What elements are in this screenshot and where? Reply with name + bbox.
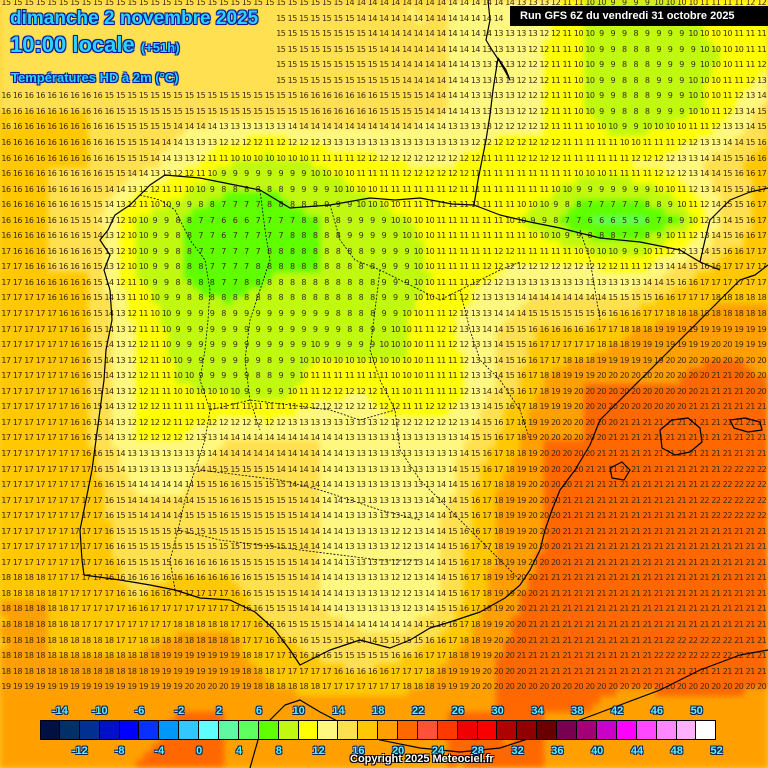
forecast-lead-time: (+51h) (141, 40, 180, 55)
legend-label-top: 46 (651, 705, 663, 717)
legend-swatch (79, 720, 100, 740)
legend-swatch (219, 720, 239, 740)
legend-label-bottom: 32 (511, 745, 523, 757)
legend-label-top: 18 (372, 705, 384, 717)
legend-swatch (258, 720, 279, 740)
legend-label-top: 50 (691, 705, 703, 717)
color-legend (40, 720, 717, 740)
legend-swatch (318, 720, 339, 740)
legend-label-bottom: 28 (472, 745, 484, 757)
legend-label-top: 6 (256, 705, 262, 717)
product-title: Températures HD à 2m (°C) (11, 70, 179, 85)
legend-swatch (119, 720, 140, 740)
forecast-time: 10:00 locale (+51h) (10, 32, 180, 58)
legend-swatch (497, 720, 518, 740)
legend-swatch (338, 720, 359, 740)
legend-label-top: 34 (531, 705, 543, 717)
legend-swatch (537, 720, 558, 740)
legend-label-bottom: 52 (710, 745, 722, 757)
legend-swatch (616, 720, 637, 740)
legend-swatch (59, 720, 80, 740)
legend-label-bottom: 24 (432, 745, 444, 757)
legend-swatch (656, 720, 677, 740)
legend-label-top: 42 (611, 705, 623, 717)
legend-swatch (676, 720, 697, 740)
legend-label-top: -6 (135, 705, 145, 717)
run-label: Run GFS 6Z du vendredi 31 octobre 2025 (510, 6, 768, 26)
legend-swatch (457, 720, 478, 740)
legend-label-top: 26 (452, 705, 464, 717)
legend-swatch (298, 720, 319, 740)
legend-swatch (577, 720, 597, 740)
legend-swatch (696, 720, 717, 740)
forecast-local-time: 10:00 locale (10, 32, 135, 57)
legend-swatch (278, 720, 299, 740)
forecast-date: dimanche 2 novembre 2025 (10, 8, 258, 30)
legend-swatch (179, 720, 200, 740)
legend-swatch (636, 720, 657, 740)
legend-swatch (417, 720, 438, 740)
legend-swatch (517, 720, 538, 740)
legend-swatch (40, 720, 60, 740)
legend-label-top: 14 (332, 705, 344, 717)
legend-label-bottom: 16 (352, 745, 364, 757)
copyright: Copyright 2025 Meteociel.fr (350, 753, 494, 765)
legend-swatch (358, 720, 379, 740)
legend-label-top: -14 (52, 705, 68, 717)
legend-swatch (596, 720, 617, 740)
legend-label-bottom: 36 (551, 745, 563, 757)
legend-label-top: 38 (571, 705, 583, 717)
legend-label-bottom: 40 (591, 745, 603, 757)
legend-label-top: 10 (293, 705, 305, 717)
legend-label-top: -10 (92, 705, 108, 717)
legend-swatch (238, 720, 259, 740)
legend-swatch (477, 720, 498, 740)
legend-label-bottom: -4 (155, 745, 165, 757)
legend-swatch (139, 720, 160, 740)
legend-swatch (378, 720, 399, 740)
legend-label-bottom: 0 (196, 745, 202, 757)
legend-swatch (199, 720, 220, 740)
legend-label-bottom: 20 (392, 745, 404, 757)
legend-label-bottom: 48 (671, 745, 683, 757)
legend-swatch (437, 720, 458, 740)
legend-swatch (398, 720, 418, 740)
legend-label-bottom: 44 (631, 745, 643, 757)
legend-label-bottom: 4 (236, 745, 242, 757)
legend-label-top: 30 (492, 705, 504, 717)
legend-label-top: -2 (174, 705, 184, 717)
legend-swatch (159, 720, 180, 740)
legend-label-bottom: 12 (312, 745, 324, 757)
legend-label-top: 22 (412, 705, 424, 717)
legend-label-bottom: -8 (115, 745, 125, 757)
legend-swatch (99, 720, 120, 740)
legend-label-top: 2 (216, 705, 222, 717)
legend-label-bottom: -12 (72, 745, 88, 757)
legend-swatch (557, 720, 578, 740)
legend-label-bottom: 8 (276, 745, 282, 757)
